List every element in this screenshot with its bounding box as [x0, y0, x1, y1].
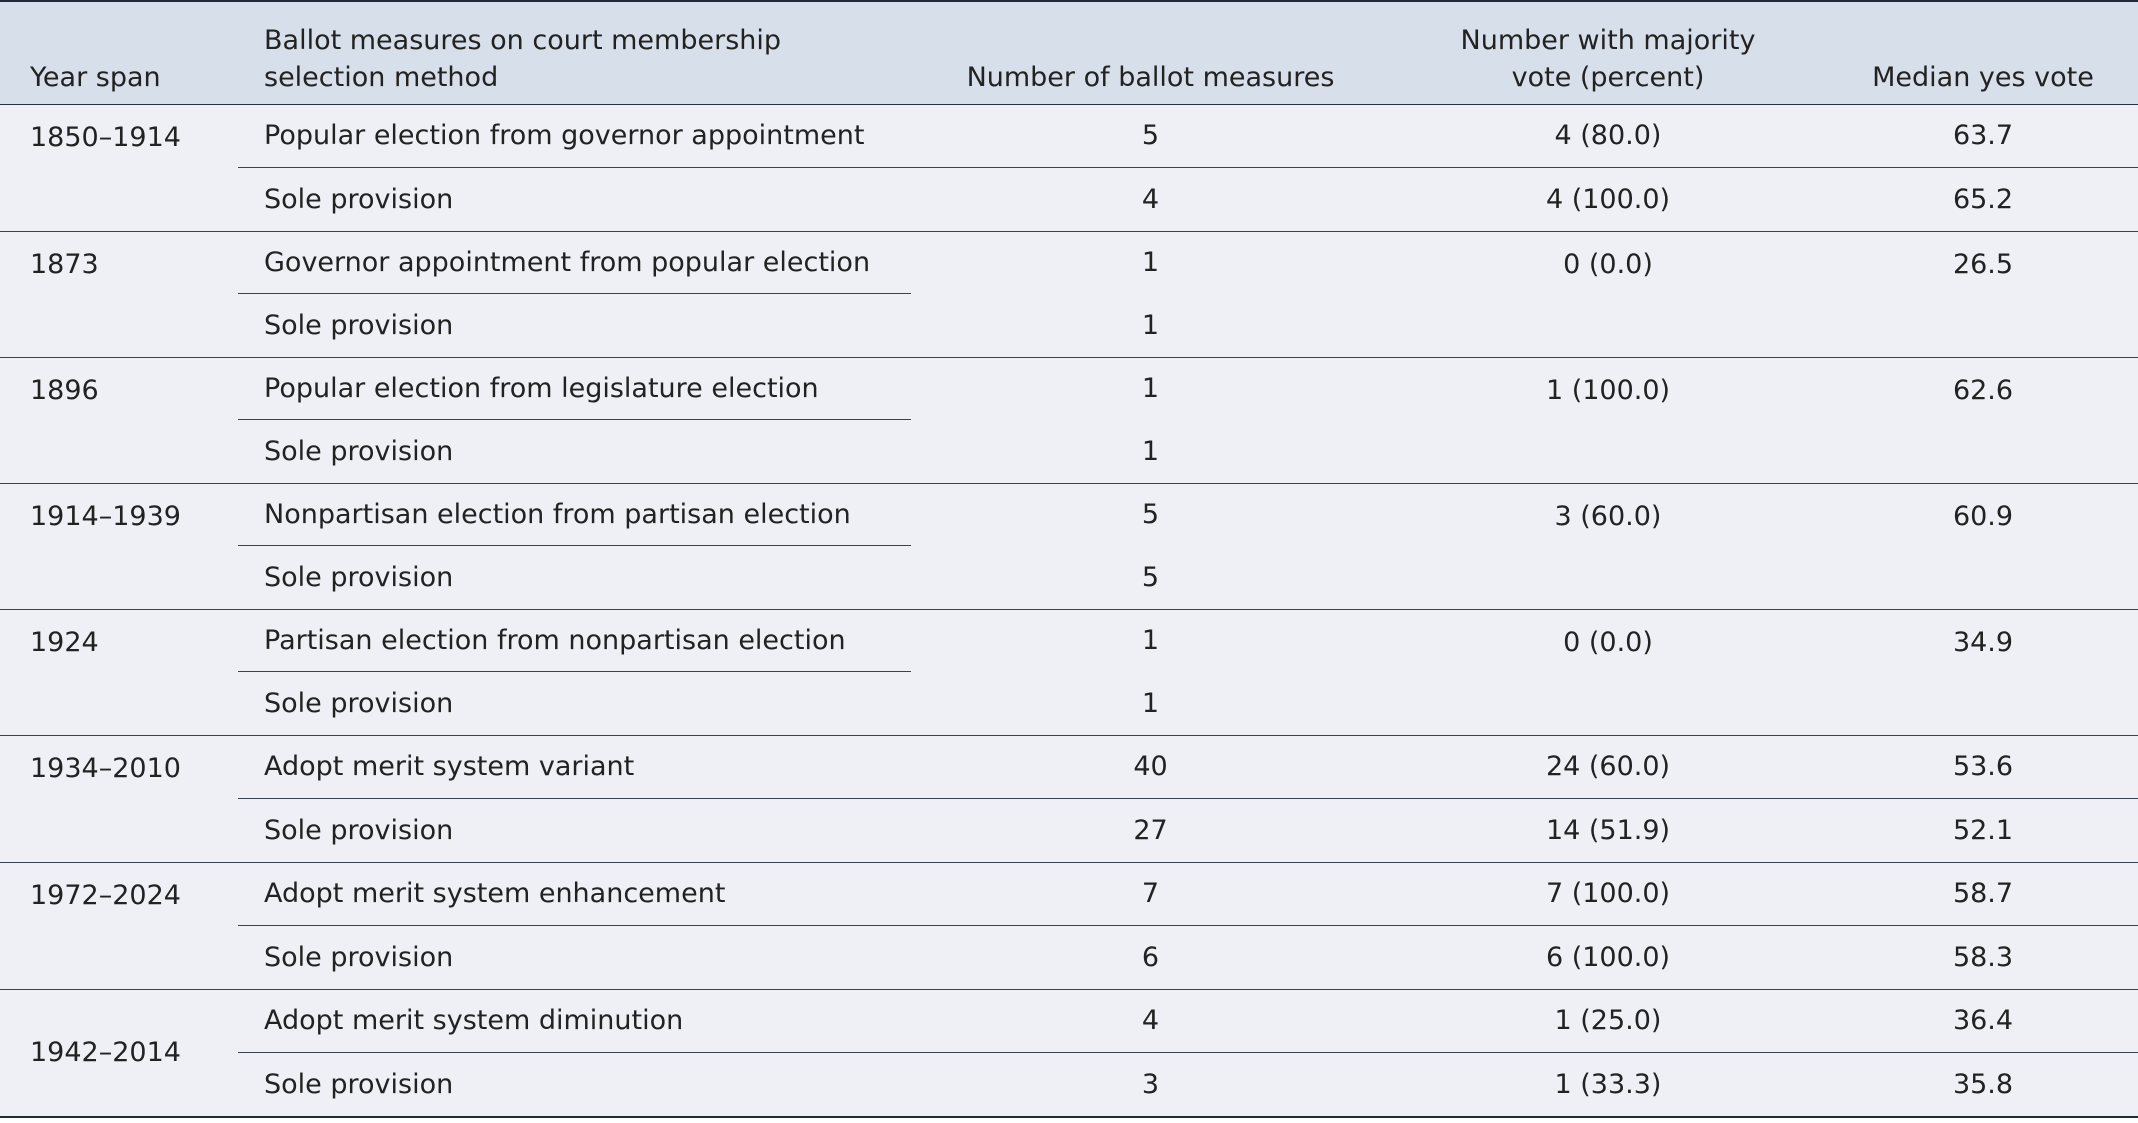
- majority-cell: 7 (100.0): [1388, 862, 1828, 926]
- year-span-cell: 1873: [30, 248, 99, 280]
- header-measure: Ballot measures on court membership sele…: [264, 24, 782, 93]
- table-row: 1934–2010 Adopt merit system variant 40 …: [0, 735, 2138, 799]
- count-cell: 1: [1141, 435, 1160, 467]
- table-row: Sole provision 27 14 (51.9) 52.1: [0, 799, 2138, 862]
- measure-cell: Sole provision: [264, 435, 454, 467]
- count-cell: 1: [1141, 247, 1160, 279]
- measure-cell: Sole provision: [264, 687, 454, 719]
- median-cell: 58.3: [1952, 941, 2014, 973]
- median-cell: 60.9: [1952, 500, 2014, 532]
- median-cell: 26.5: [1952, 248, 2014, 280]
- table-row: 1972–2024 Adopt merit system enhancement…: [0, 862, 2138, 926]
- count-cell: 7: [913, 862, 1388, 926]
- count-cell: 40: [913, 735, 1388, 799]
- count-cell: 6: [1141, 941, 1160, 973]
- table-row: Sole provision 1: [0, 420, 2138, 483]
- header-majority: Number with majority vote (percent): [1460, 24, 1756, 93]
- count-cell: 5: [1141, 499, 1160, 531]
- year-span-cell: 1924: [30, 626, 99, 658]
- year-span-cell: 1896: [30, 374, 99, 406]
- table-header: Year span Ballot measures on court membe…: [0, 2, 2138, 104]
- median-cell: 34.9: [1952, 626, 2014, 658]
- measure-cell: Popular election from governor appointme…: [238, 104, 913, 168]
- majority-cell: 24 (60.0): [1388, 735, 1828, 799]
- median-cell: 53.6: [1828, 735, 2138, 799]
- table-row: 1850–1914 Popular election from governor…: [0, 104, 2138, 168]
- majority-cell: 1 (100.0): [1545, 374, 1671, 406]
- majority-cell: 4 (80.0): [1388, 104, 1828, 168]
- count-cell: 3: [1141, 1068, 1160, 1100]
- median-cell: 62.6: [1952, 374, 2014, 406]
- measure-cell: Adopt merit system diminution: [238, 989, 913, 1053]
- median-cell: 35.8: [1952, 1068, 2014, 1100]
- majority-cell: 0 (0.0): [1563, 626, 1653, 658]
- measure-cell: Sole provision: [264, 814, 454, 846]
- table-row: 1914–1939 Nonpartisan election from part…: [0, 483, 2138, 546]
- measure-cell: Sole provision: [264, 309, 454, 341]
- header-year-span: Year span: [30, 61, 161, 93]
- measure-cell: Partisan election from nonpartisan elect…: [238, 609, 913, 672]
- majority-cell: 0 (0.0): [1563, 248, 1653, 280]
- count-cell: 5: [913, 104, 1388, 168]
- median-cell: 52.1: [1952, 814, 2014, 846]
- header-count: Number of ballot measures: [966, 61, 1335, 93]
- count-cell: 4: [1141, 183, 1160, 215]
- measure-cell: Sole provision: [264, 561, 454, 593]
- header-median: Median yes vote: [1872, 61, 2094, 93]
- table-row: 1873 Governor appointment from popular e…: [0, 231, 2138, 294]
- majority-cell: 3 (60.0): [1554, 500, 1662, 532]
- count-cell: 1: [1141, 625, 1160, 657]
- table-row: Sole provision 6 6 (100.0) 58.3: [0, 926, 2138, 989]
- median-cell: 65.2: [1952, 183, 2014, 215]
- majority-cell: 1 (25.0): [1388, 989, 1828, 1053]
- table-row: Sole provision 1: [0, 294, 2138, 357]
- year-span-cell: 1972–2024: [30, 879, 181, 911]
- table-body: 1850–1914 Popular election from governor…: [0, 104, 2138, 1117]
- count-cell: 1: [1141, 687, 1160, 719]
- table-row: Sole provision 1: [0, 672, 2138, 735]
- majority-cell: 14 (51.9): [1545, 814, 1671, 846]
- majority-cell: 6 (100.0): [1545, 941, 1671, 973]
- table-row: Sole provision 4 4 (100.0) 65.2: [0, 168, 2138, 231]
- median-cell: 63.7: [1828, 104, 2138, 168]
- table-row: 1942–2014 Adopt merit system diminution …: [0, 989, 2138, 1068]
- count-cell: 1: [1141, 373, 1160, 405]
- majority-cell: 1 (33.3): [1554, 1068, 1662, 1100]
- table-row: 1896 Popular election from legislature e…: [0, 357, 2138, 420]
- table-row: 1924 Partisan election from nonpartisan …: [0, 609, 2138, 672]
- header-row: Year span Ballot measures on court membe…: [0, 2, 2138, 104]
- measure-cell: Sole provision: [264, 941, 454, 973]
- measure-cell: Adopt merit system enhancement: [238, 862, 913, 926]
- measure-cell: Nonpartisan election from partisan elect…: [238, 483, 913, 546]
- measure-cell: Popular election from legislature electi…: [238, 357, 913, 420]
- table-row: Sole provision 3 1 (33.3) 35.8: [0, 1053, 2138, 1117]
- table-row: Sole provision 5: [0, 546, 2138, 609]
- count-cell: 4: [913, 989, 1388, 1053]
- year-span-cell: 1942–2014: [30, 1037, 181, 1068]
- measure-cell: Sole provision: [264, 183, 454, 215]
- count-cell: 27: [1133, 814, 1168, 846]
- year-span-cell: 1850–1914: [30, 121, 181, 153]
- year-span-cell: 1934–2010: [30, 752, 181, 784]
- count-cell: 5: [1141, 561, 1160, 593]
- measure-cell: Adopt merit system variant: [238, 735, 913, 799]
- year-span-cell: 1914–1939: [30, 500, 181, 532]
- count-cell: 1: [1141, 309, 1160, 341]
- median-cell: 58.7: [1828, 862, 2138, 926]
- majority-cell: 4 (100.0): [1545, 183, 1671, 215]
- measure-cell: Governor appointment from popular electi…: [238, 231, 913, 294]
- measure-cell: Sole provision: [264, 1068, 454, 1100]
- median-cell: 36.4: [1828, 989, 2138, 1053]
